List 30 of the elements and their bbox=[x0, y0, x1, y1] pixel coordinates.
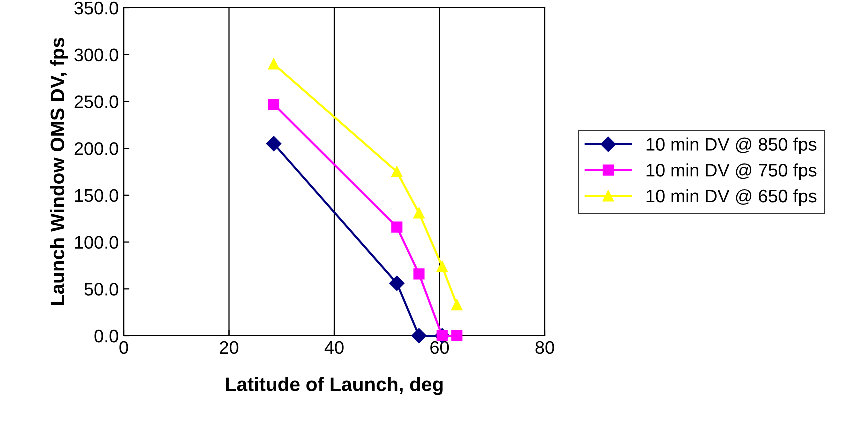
point bbox=[436, 261, 448, 272]
x-tick-label: 80 bbox=[536, 341, 554, 354]
point bbox=[390, 276, 405, 292]
y-tick-label: 150.0 bbox=[75, 189, 118, 202]
y-tick-label: 200.0 bbox=[74, 142, 118, 156]
y-tick-label: 50.0 bbox=[84, 283, 118, 296]
legend-label: 10 min DV @ 650 fps bbox=[646, 189, 817, 206]
x-axis-title: Latitude of Launch, deg bbox=[226, 377, 443, 396]
legend-label: 10 min DV @ 750 fps bbox=[646, 164, 817, 180]
point bbox=[392, 222, 403, 233]
x-tick-label: 60 bbox=[430, 341, 450, 354]
point bbox=[452, 300, 463, 311]
y-axis-title: Launch Window OMS DV, fps bbox=[50, 38, 68, 306]
point bbox=[452, 330, 463, 342]
point bbox=[266, 136, 282, 152]
point bbox=[268, 98, 280, 110]
legend-label: 10 min DV @ 850 fps bbox=[646, 138, 817, 155]
y-tick-label: 350.0 bbox=[74, 2, 118, 15]
y-tick-label: 0.0 bbox=[94, 330, 118, 343]
point bbox=[268, 58, 280, 70]
point bbox=[392, 166, 403, 178]
point bbox=[412, 328, 427, 344]
x-tick-label: 0 bbox=[120, 341, 128, 354]
y-tick-label: 250.0 bbox=[74, 96, 118, 108]
y-tick-label: 300.0 bbox=[74, 48, 118, 62]
x-tick-label: 40 bbox=[324, 341, 344, 354]
y-tick-label: 100.0 bbox=[75, 236, 118, 250]
point bbox=[414, 208, 425, 219]
point bbox=[414, 268, 425, 280]
x-tick-label: 20 bbox=[220, 341, 239, 354]
